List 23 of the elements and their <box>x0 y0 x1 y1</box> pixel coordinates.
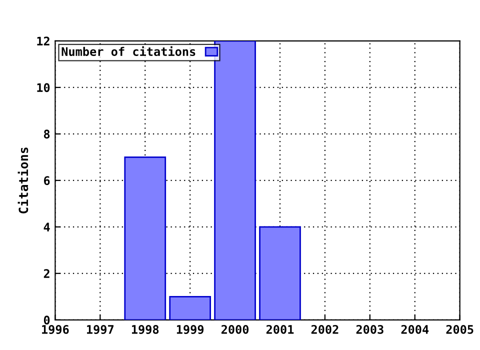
y-tick-label: 10 <box>37 83 50 92</box>
y-tick-label: 12 <box>37 36 50 46</box>
x-tick-label: 1999 <box>176 325 204 334</box>
bar <box>214 40 256 320</box>
bar <box>169 296 212 320</box>
bar <box>259 226 301 320</box>
x-tick-label: 2004 <box>401 324 429 334</box>
legend-label: Number of citations <box>62 46 196 56</box>
x-tick-label: 2000 <box>221 324 249 334</box>
x-tick-label: 1997 <box>87 325 114 334</box>
y-tick-label: 8 <box>44 130 50 139</box>
x-tick-label: 1998 <box>132 324 159 334</box>
x-tick-label: 2003 <box>356 324 384 334</box>
y-tick-label: 2 <box>44 269 50 278</box>
x-tick-label: 2005 <box>446 324 474 334</box>
y-tick-label: 4 <box>44 222 50 232</box>
x-tick-label: 2002 <box>311 324 338 334</box>
x-tick-label: 1996 <box>42 324 69 334</box>
y-tick-label: 6 <box>44 176 50 186</box>
y-axis-title: Citations <box>18 148 28 214</box>
bar <box>124 156 166 320</box>
y-tick-label: 0 <box>44 316 50 325</box>
x-tick-label: 2001 <box>266 324 294 334</box>
